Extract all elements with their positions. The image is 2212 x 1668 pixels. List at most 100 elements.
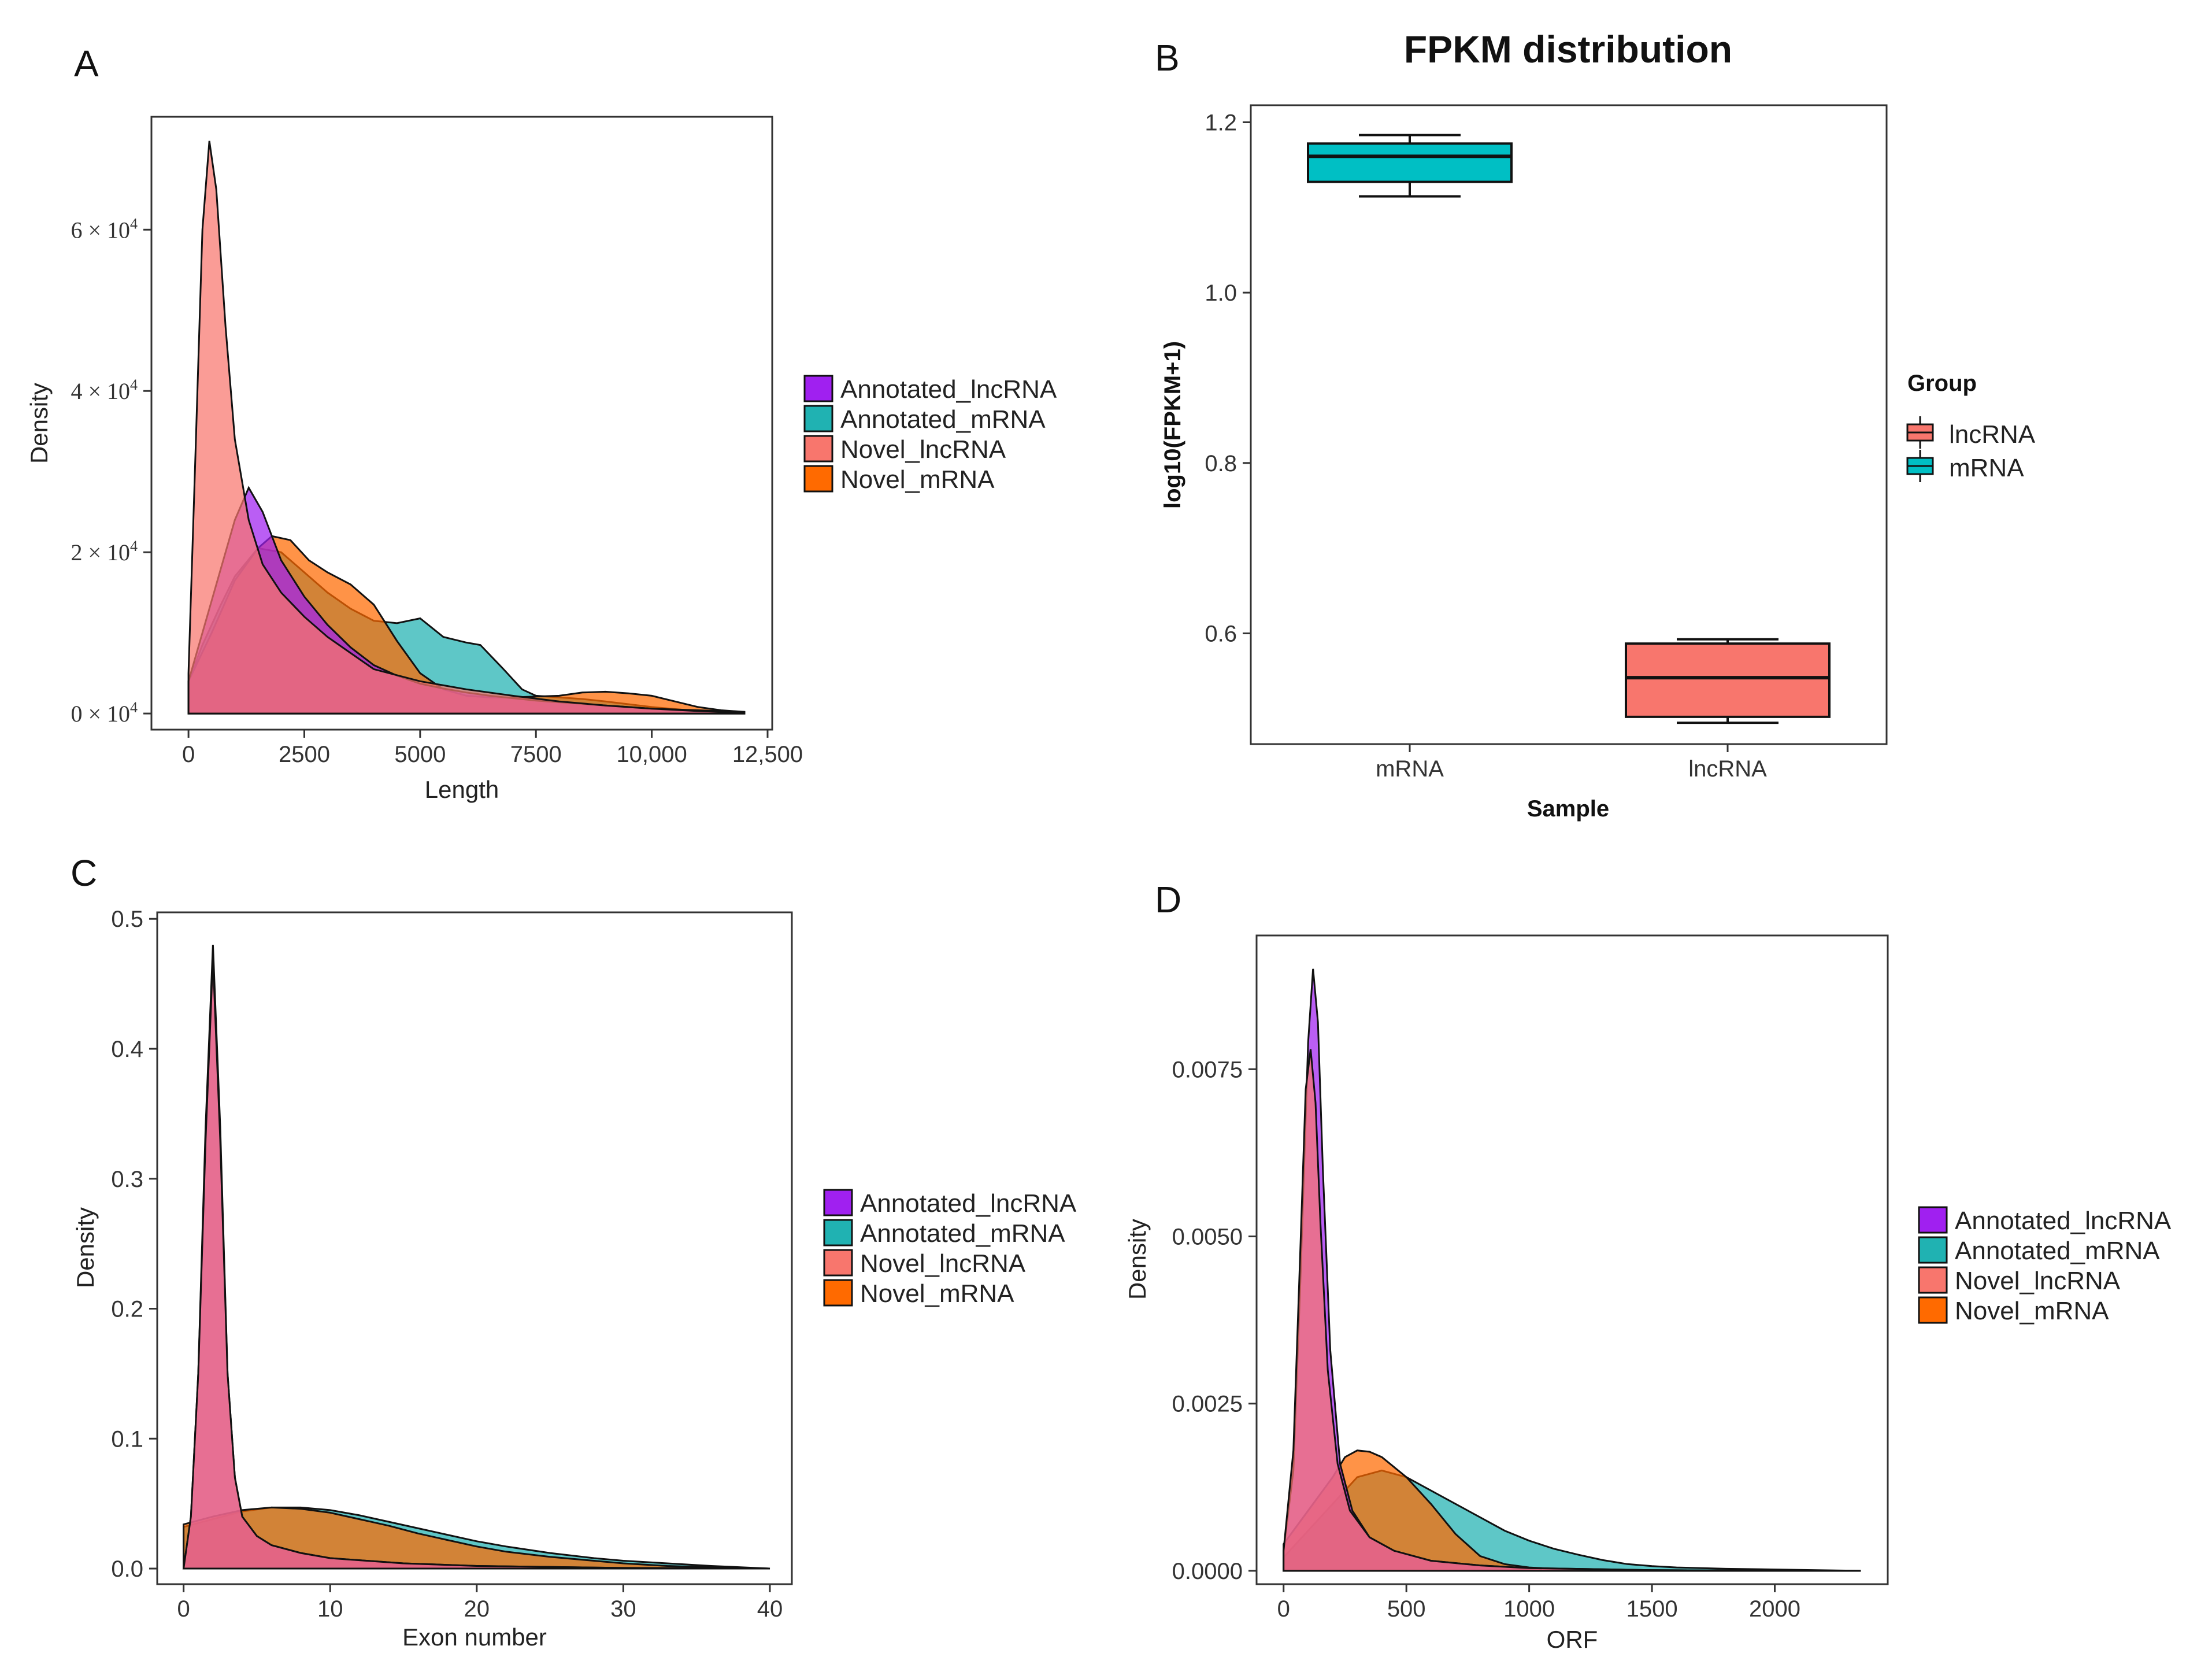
panel-c-area-novel-mrna xyxy=(183,1506,770,1570)
panel-d-y-ticks: 0.0000 0.0025 0.0050 0.0075 xyxy=(1172,1057,1257,1584)
panel-d-x-tick-label: 500 xyxy=(1387,1596,1426,1622)
panel-b: B FPKM distribution 0.6 0.8 1.0 1.2 mRNA lnc… xyxy=(1155,28,2036,822)
panel-d-y-tick-label: 0.0050 xyxy=(1172,1225,1243,1250)
panel-b-label: B xyxy=(1155,37,1180,79)
panel-a-y-tick-label: 0 × 104 xyxy=(71,699,138,727)
panel-c-y-tick-label: 0.0 xyxy=(111,1556,143,1582)
panel-b-boxes xyxy=(1307,134,1831,724)
panel-a-x-tick-label: 2500 xyxy=(279,742,330,767)
panel-b-box-body-lncrna xyxy=(1625,642,1831,718)
panel-c-legend-swatch-annotated-mrna xyxy=(823,1219,853,1247)
panel-c-x-tick-label: 0 xyxy=(177,1596,190,1622)
panel-a-y-tick-label: 4 × 104 xyxy=(71,376,138,404)
panel-d-legend-label-annotated-mrna: Annotated_mRNA xyxy=(1955,1237,2160,1265)
panel-a-legend-swatch-annotated-lncrna xyxy=(803,375,833,402)
panel-a-y-tick-mantissa: 0 × 10 xyxy=(71,701,130,727)
panel-a-y-tick-exponent: 4 xyxy=(130,215,138,232)
panel-b-x-tick-label-lncrna: lncRNA xyxy=(1688,756,1767,782)
panel-a-y-tick-label: 2 × 104 xyxy=(71,538,138,565)
panel-c-plot-frame xyxy=(156,911,793,1585)
panel-b-y-tick-label: 0.6 xyxy=(1205,621,1237,646)
panel-a-label: A xyxy=(74,43,99,84)
panel-a-x-tick-label: 0 xyxy=(182,742,195,767)
panel-a-y-tick-label: 6 × 104 xyxy=(71,215,138,243)
panel-b-legend-label-lncrna: lncRNA xyxy=(1949,420,2036,449)
panel-b-y-ticks: 0.6 0.8 1.0 1.2 xyxy=(1205,110,1251,646)
panel-a-x-ticks: 0 2500 5000 7500 10,000 12,500 xyxy=(182,730,803,767)
panel-c-legend-label-annotated-mrna: Annotated_mRNA xyxy=(860,1219,1065,1248)
panel-b-legend-label-mrna: mRNA xyxy=(1949,454,2024,482)
panel-a-area-novel-lncrna xyxy=(187,140,746,715)
panel-d-density-areas xyxy=(1283,968,1861,1572)
panel-d-x-tick-label: 1500 xyxy=(1626,1596,1678,1622)
panel-b-y-tick-label: 0.8 xyxy=(1205,451,1237,476)
panel-d-y-tick-label: 0.0000 xyxy=(1172,1559,1243,1584)
panel-a-legend-label-annotated-mrna: Annotated_mRNA xyxy=(840,405,1046,434)
panel-d-legend-swatch-annotated-lncrna xyxy=(1918,1206,1948,1234)
panel-c-x-tick-label: 10 xyxy=(317,1596,343,1622)
panel-c: C 0 10 20 30 40 0.0 0.1 0.2 0.3 0.4 0.5 Exon numb… xyxy=(71,852,1077,1651)
panel-a-y-tick-exponent: 4 xyxy=(130,699,138,716)
panel-b-box-mrna xyxy=(1307,134,1513,198)
panel-a-legend-label-annotated-lncrna: Annotated_lncRNA xyxy=(840,375,1057,404)
panel-a-y-tick-exponent: 4 xyxy=(130,376,138,393)
panel-a-y-tick-exponent: 4 xyxy=(130,538,138,554)
panel-c-y-ticks: 0.0 0.1 0.2 0.3 0.4 0.5 xyxy=(111,907,157,1582)
panel-a-x-tick-label: 5000 xyxy=(394,742,446,767)
panel-c-y-tick-label: 0.2 xyxy=(111,1297,143,1322)
panel-d-y-axis-title: Density xyxy=(1124,1219,1151,1300)
panel-c-x-ticks: 0 10 20 30 40 xyxy=(177,1584,783,1622)
panel-a-x-tick-label: 12,500 xyxy=(732,742,803,767)
panel-b-box-lncrna xyxy=(1625,638,1831,724)
panel-c-y-tick-label: 0.5 xyxy=(111,907,143,932)
panel-c-x-tick-label: 20 xyxy=(464,1596,490,1622)
panel-d-legend-swatch-novel-mrna xyxy=(1918,1296,1948,1324)
panel-d: D 0 500 1000 1500 2000 0.00000.00250.00500.0… xyxy=(1124,879,2172,1653)
panel-b-legend: Group lncRNA mRNA xyxy=(1906,371,2036,482)
panel-d-legend: Annotated_lncRNAAnnotated_mRNANovel_lncR… xyxy=(1918,1206,2172,1325)
panel-b-y-tick-label: 1.2 xyxy=(1205,110,1237,135)
panel-c-area-novel-lncrna xyxy=(182,957,770,1570)
panel-c-y-tick-label: 0.1 xyxy=(111,1426,143,1452)
panel-b-title: FPKM distribution xyxy=(1404,28,1732,71)
panel-d-x-axis-title: ORF xyxy=(1547,1626,1598,1653)
panel-c-x-tick-label: 40 xyxy=(757,1596,783,1622)
panel-c-legend-label-annotated-lncrna: Annotated_lncRNA xyxy=(860,1189,1077,1218)
panel-d-y-tick-label: 0.0025 xyxy=(1172,1392,1243,1417)
panel-d-legend-swatch-novel-lncrna xyxy=(1918,1266,1948,1294)
panel-c-density-areas xyxy=(182,945,770,1570)
panel-c-legend: Annotated_lncRNAAnnotated_mRNANovel_lncR… xyxy=(823,1189,1077,1308)
panel-a-y-axis-title: Density xyxy=(25,383,53,464)
panel-a-y-tick-mantissa: 2 × 10 xyxy=(71,539,130,565)
panel-c-legend-swatch-annotated-lncrna xyxy=(823,1189,853,1216)
panel-b-legend-title: Group xyxy=(1907,371,1977,396)
panel-a-legend-swatch-novel-lncrna xyxy=(803,435,833,463)
panel-d-legend-label-annotated-lncrna: Annotated_lncRNA xyxy=(1955,1207,2172,1235)
panel-b-x-axis-title: Sample xyxy=(1527,796,1609,822)
panel-d-x-tick-label: 2000 xyxy=(1749,1596,1800,1622)
panel-c-legend-swatch-novel-lncrna xyxy=(823,1249,853,1277)
panel-d-x-ticks: 0 500 1000 1500 2000 xyxy=(1277,1584,1800,1622)
panel-c-x-tick-label: 30 xyxy=(610,1596,636,1622)
panel-c-legend-label-novel-mrna: Novel_mRNA xyxy=(860,1279,1014,1308)
panel-c-y-tick-label: 0.4 xyxy=(111,1037,143,1062)
panel-a-legend-swatch-novel-mrna xyxy=(803,465,833,493)
panel-d-y-tick-label: 0.0075 xyxy=(1172,1057,1243,1082)
panel-a-legend-label-novel-mrna: Novel_mRNA xyxy=(840,465,995,494)
panel-a-x-tick-label: 7500 xyxy=(510,742,562,767)
panel-c-label: C xyxy=(71,852,97,894)
panel-a-y-tick-mantissa: 4 × 10 xyxy=(71,378,130,404)
panel-d-label: D xyxy=(1155,879,1181,920)
panel-a-y-tick-mantissa: 6 × 10 xyxy=(71,217,130,243)
panel-b-box-body-mrna xyxy=(1307,142,1513,183)
panel-b-y-axis-title: log10(FPKM+1) xyxy=(1160,341,1185,509)
panel-b-plot-frame xyxy=(1250,104,1888,745)
panel-d-legend-swatch-annotated-mrna xyxy=(1918,1236,1948,1264)
panel-c-x-axis-title: Exon number xyxy=(402,1623,547,1651)
panel-a-density-areas xyxy=(187,140,746,715)
panel-c-y-axis-title: Density xyxy=(72,1207,99,1288)
panel-a-legend-swatch-annotated-mrna xyxy=(803,405,833,432)
